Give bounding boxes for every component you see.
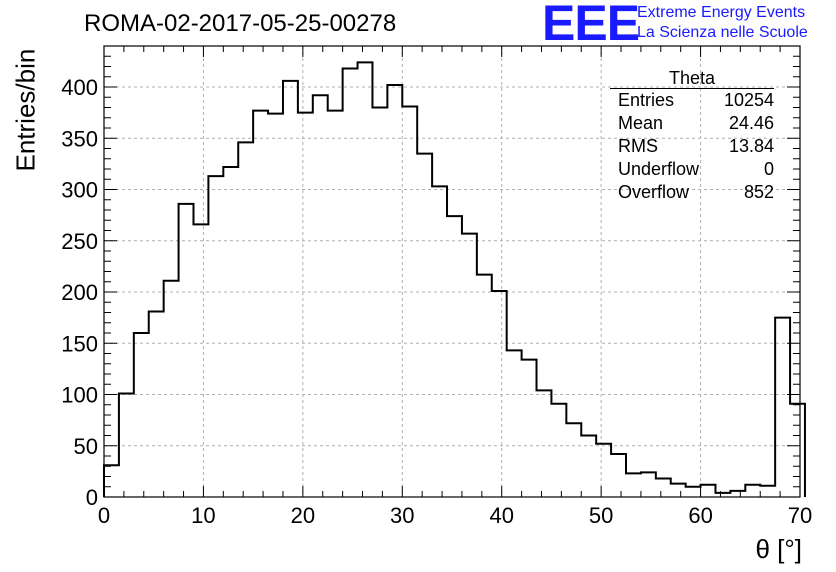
x-tick-label: 70: [788, 503, 812, 528]
histogram-bin: [760, 486, 775, 497]
stats-row-mean: Mean 24.46: [612, 112, 774, 135]
histogram-bin: [179, 204, 194, 497]
histogram-outline: [103, 61, 806, 497]
histogram-bin: [402, 106, 417, 497]
stats-label: Overflow: [618, 182, 690, 202]
stats-value: 0: [763, 159, 774, 179]
histogram-bin: [775, 318, 790, 497]
x-tick-label: 50: [589, 503, 613, 528]
histogram-bin: [581, 436, 596, 498]
histogram-bin: [522, 360, 537, 497]
grid-lines: [104, 46, 800, 497]
y-tick-label: 100: [61, 383, 98, 408]
y-tick-label: 300: [61, 178, 98, 203]
histogram-bin: [104, 465, 119, 497]
x-tick-label: 60: [688, 503, 712, 528]
histogram-bin: [238, 142, 253, 497]
histogram-bin: [223, 167, 238, 497]
stats-label: Mean: [618, 113, 664, 133]
stats-row-underflow: Underflow 0: [612, 158, 774, 181]
stats-label: Entries: [618, 90, 675, 110]
histogram-bin: [119, 393, 134, 497]
histogram-bin: [477, 275, 492, 497]
stats-row-rms: RMS 13.84: [612, 135, 774, 158]
x-tick-label: 0: [98, 503, 110, 528]
y-tick-label: 0: [86, 485, 98, 510]
histogram-bin: [134, 333, 149, 497]
stats-label: RMS: [618, 136, 658, 156]
histogram-bin: [313, 95, 328, 497]
axis-ticks: [103, 45, 801, 498]
stats-row-overflow: Overflow 852: [612, 181, 774, 204]
histogram-bin: [432, 186, 447, 497]
histogram-bin: [268, 114, 283, 497]
histogram-bin: [328, 111, 343, 497]
histogram-bin: [372, 108, 387, 498]
logo-line-2: La Scienza nelle Scuole: [637, 24, 808, 41]
histogram-bin: [343, 69, 358, 497]
stats-value: 13.84: [728, 136, 774, 156]
histogram-bin: [701, 485, 716, 497]
histogram-bin: [626, 473, 641, 497]
y-tick-label: 250: [61, 229, 98, 254]
stats-box: Theta Entries 10254 Mean 24.46 RMS 13.84…: [610, 68, 774, 204]
histogram-bin: [387, 85, 402, 497]
histogram-bin: [656, 479, 671, 497]
x-axis-label: θ [°]: [755, 534, 802, 564]
histogram-bin: [447, 216, 462, 497]
histogram-bin: [193, 224, 208, 497]
histogram-bin: [164, 281, 179, 497]
histogram-bin: [686, 487, 701, 497]
logo-line-1: Extreme Energy Events: [637, 4, 806, 21]
y-axis-label: Entries/bin: [10, 48, 41, 172]
histogram-bin: [641, 472, 656, 497]
histogram-bin: [462, 234, 477, 497]
tick-labels: 0 10 20 30 40 50 60 70 0 50 100 150 200 250 300 350 400: [61, 75, 812, 528]
histogram-bin: [358, 62, 373, 497]
histogram-bin: [253, 111, 268, 497]
histogram-bin: [283, 81, 298, 497]
stats-label: Underflow: [618, 159, 700, 179]
histogram-bin: [790, 404, 805, 497]
stats-row-entries: Entries 10254: [612, 89, 774, 112]
histogram-bin: [671, 484, 686, 497]
x-tick-label: 10: [191, 503, 215, 528]
histogram-bin: [507, 350, 522, 497]
y-tick-label: 50: [74, 434, 98, 459]
histogram-bin: [611, 454, 626, 497]
x-tick-label: 40: [489, 503, 513, 528]
histogram-bin: [596, 444, 611, 497]
histogram-bin: [492, 291, 507, 497]
histogram-bin: [551, 404, 566, 497]
plot-frame: [103, 45, 801, 498]
histogram-bin: [537, 390, 552, 497]
x-tick-label: 20: [291, 503, 315, 528]
histogram-bin: [208, 176, 223, 497]
chart-title: ROMA-02-2017-05-25-00278: [84, 10, 397, 37]
stats-value: 10254: [723, 90, 774, 110]
histogram-bin: [298, 113, 313, 497]
eee-logo: EEE: [542, 0, 640, 51]
x-tick-label: 30: [390, 503, 414, 528]
stats-value: 24.46: [728, 113, 774, 133]
y-tick-label: 200: [61, 280, 98, 305]
histogram-bin: [745, 485, 760, 497]
y-tick-label: 350: [61, 126, 98, 151]
histogram-bin: [149, 311, 164, 497]
stats-title: Theta: [610, 68, 774, 89]
y-tick-label: 150: [61, 331, 98, 356]
y-tick-label: 400: [61, 75, 98, 100]
histogram-bin: [566, 423, 581, 497]
stats-value: 852: [743, 182, 774, 202]
